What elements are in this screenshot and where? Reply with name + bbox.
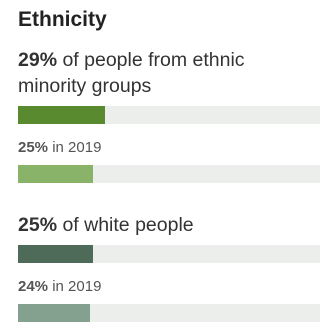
prior-bar [18,304,90,322]
current-percentage: 25% [18,214,58,236]
group-white: 25% of white people 24% in 2019 [18,212,320,322]
bar-track [18,165,320,183]
prior-bar [18,165,93,183]
bar-track [18,245,320,263]
prior-percentage: 24% [18,278,49,295]
prior-label: in 2019 [48,139,102,156]
prior-percentage: 25% [18,139,49,156]
prior-label: in 2019 [48,278,102,295]
group-headline: 29% of people from ethnic minority group… [18,47,278,99]
bar-track [18,106,320,124]
chart-title: Ethnicity [18,8,107,31]
current-bar [18,106,105,124]
bar-track [18,304,320,322]
group-label: of people from ethnic minority groups [18,49,245,97]
current-percentage: 29% [18,49,58,71]
prior-line: 25% in 2019 [18,138,320,158]
group-headline: 25% of white people [18,212,278,238]
prior-line: 24% in 2019 [18,277,320,297]
current-bar [18,245,93,263]
group-label: of white people [57,214,194,236]
group-ethnic-minority: 29% of people from ethnic minority group… [18,47,320,183]
